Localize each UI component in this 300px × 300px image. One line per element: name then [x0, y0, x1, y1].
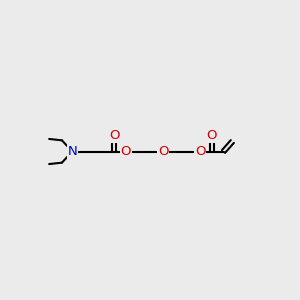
Text: O: O [158, 145, 168, 158]
Text: O: O [121, 145, 131, 158]
Text: N: N [68, 145, 77, 158]
Text: O: O [195, 145, 206, 158]
Text: O: O [207, 129, 217, 142]
Text: O: O [109, 129, 119, 142]
